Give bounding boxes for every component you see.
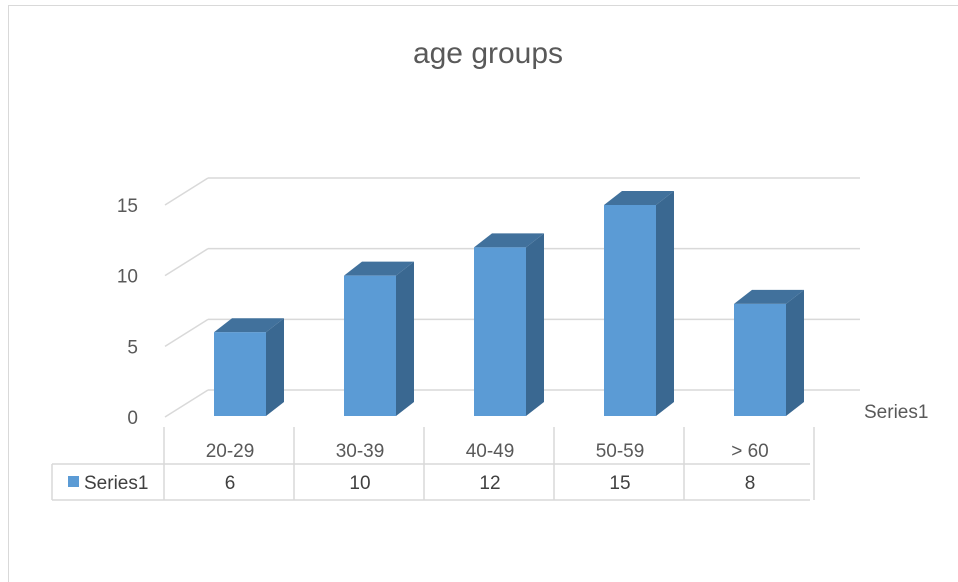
table-value-cell: 6 <box>225 473 236 494</box>
x-category-label: > 60 <box>731 441 769 462</box>
bar-front <box>214 332 266 416</box>
bar-front <box>474 247 526 416</box>
y-tick-label: 5 <box>127 337 138 358</box>
gridline-side <box>164 248 209 277</box>
bar-top <box>474 233 544 248</box>
chart-title: age groups <box>413 37 563 70</box>
bars <box>214 191 804 416</box>
bar-top <box>214 318 284 333</box>
gridline-side <box>164 318 209 347</box>
bar-top <box>604 191 674 205</box>
bar-top <box>344 261 414 276</box>
gridline-side <box>164 389 209 418</box>
bar-front <box>344 275 396 416</box>
x-category-label: 20-29 <box>206 441 255 462</box>
depth-axis-label: Series1 <box>864 402 928 423</box>
x-category-label: 40-49 <box>466 441 515 462</box>
y-tick-label: 0 <box>127 408 138 429</box>
bar-side <box>526 233 544 416</box>
bar-front <box>734 303 786 416</box>
bar <box>734 289 804 416</box>
bar <box>214 318 284 416</box>
x-category-label: 30-39 <box>336 441 385 462</box>
bar-front <box>604 205 656 416</box>
legend-key <box>68 476 79 487</box>
table-value-cell: 10 <box>349 473 370 494</box>
bar <box>604 191 674 416</box>
y-tick-label: 15 <box>117 196 138 217</box>
data-table: 20-29 6 30-39 10 40-49 12 50-59 15 > 60 8 Series1 <box>51 427 815 501</box>
bar-side <box>396 261 414 416</box>
bar-side <box>786 289 804 416</box>
gridline-side <box>164 177 209 206</box>
y-axis-ticks: 0 5 10 15 <box>117 196 138 429</box>
table-value-cell: 12 <box>479 473 500 494</box>
bar-side <box>656 191 674 416</box>
bar <box>344 261 414 416</box>
y-tick-label: 10 <box>117 267 138 288</box>
table-series-label: Series1 <box>84 473 148 494</box>
table-value-cell: 8 <box>745 473 756 494</box>
table-value-cell: 15 <box>609 473 630 494</box>
bar <box>474 233 544 416</box>
x-category-label: 50-59 <box>596 441 645 462</box>
bar-top <box>734 289 804 304</box>
bar-side <box>266 318 284 416</box>
